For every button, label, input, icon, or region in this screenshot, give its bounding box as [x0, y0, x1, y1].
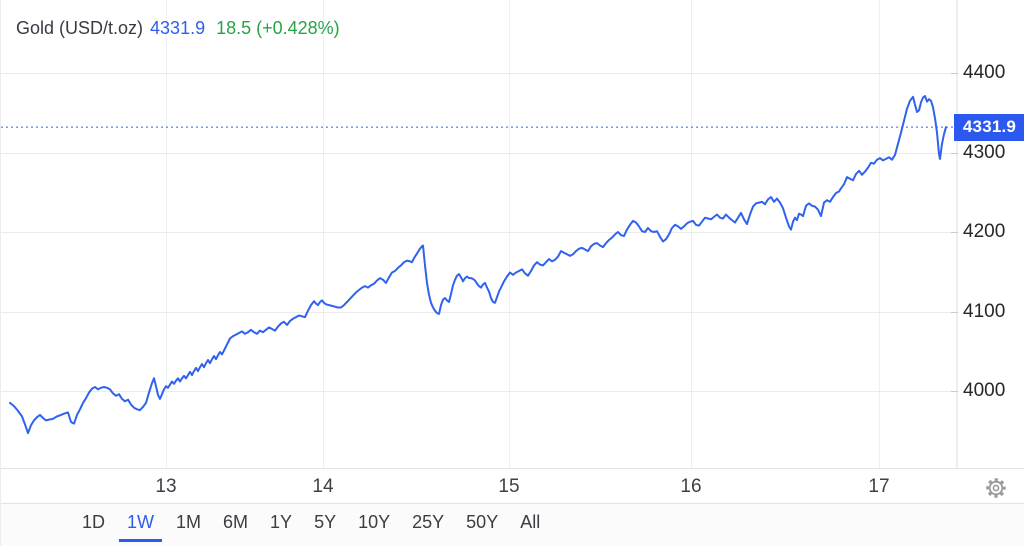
range-button-10y[interactable]: 10Y: [350, 506, 398, 542]
y-axis-label: 4400: [963, 62, 1006, 83]
chart-header: Gold (USD/t.oz) 4331.9 18.5 (+0.428%): [16, 18, 340, 39]
y-axis-label: 4000: [963, 380, 1006, 401]
instrument-name: Gold (USD/t.oz): [16, 18, 144, 38]
y-axis-label: 4300: [963, 141, 1006, 163]
range-button-1m[interactable]: 1M: [168, 506, 209, 542]
settings-gear-icon[interactable]: [985, 477, 1007, 499]
range-button-1w[interactable]: 1W: [119, 506, 163, 542]
range-button-6m[interactable]: 6M: [215, 506, 256, 542]
x-axis-label: 16: [680, 476, 702, 497]
current-price-tag: 4331.9: [954, 113, 1024, 141]
price-line: [9, 95, 947, 435]
range-button-5y[interactable]: 5Y: [306, 506, 344, 542]
y-axis-label: 4100: [963, 300, 1006, 322]
range-button-50y[interactable]: 50Y: [458, 506, 506, 542]
y-axis-label: 4200: [963, 221, 1006, 242]
range-buttons: 1D 1W 1M 6M 1Y 5Y 10Y 25Y 50Y All: [74, 504, 548, 542]
last-price-value: 4331.9: [150, 18, 206, 38]
x-axis-label: 17: [868, 476, 890, 497]
x-axis-label: 15: [498, 476, 520, 497]
x-axis-label: 14: [312, 476, 334, 497]
range-toolbar: 1D 1W 1M 6M 1Y 5Y 10Y 25Y 50Y All: [1, 503, 1024, 546]
range-button-25y[interactable]: 25Y: [404, 506, 452, 542]
range-button-1d[interactable]: 1D: [74, 506, 113, 542]
x-axis-label: 13: [155, 476, 177, 497]
range-button-all[interactable]: All: [512, 506, 548, 542]
range-button-1y[interactable]: 1Y: [262, 506, 300, 542]
price-change-value: 18.5 (+0.428%): [216, 18, 340, 38]
